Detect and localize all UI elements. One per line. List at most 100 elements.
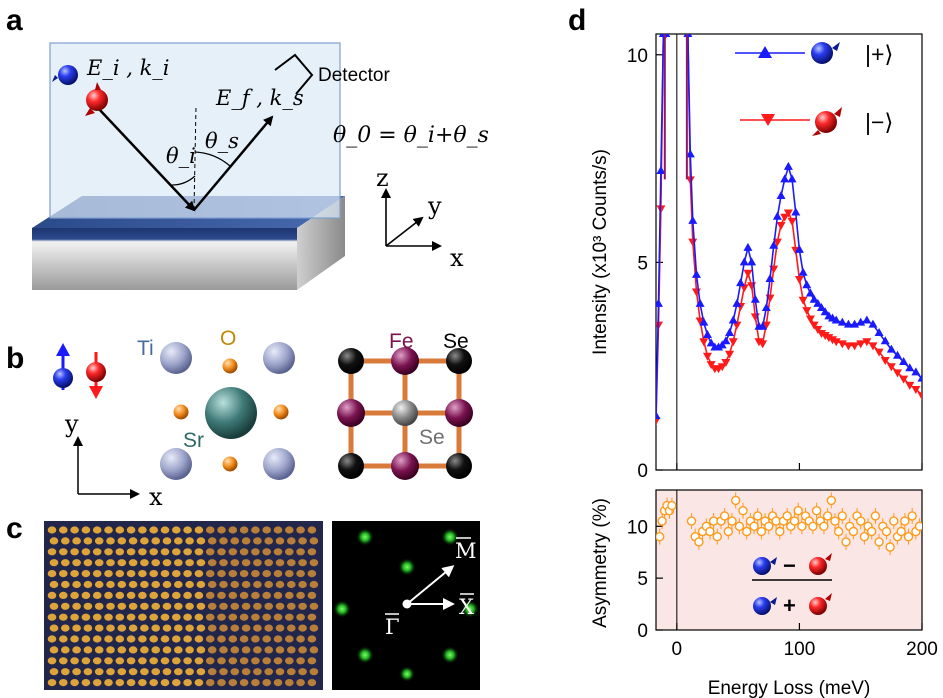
stm-atom-spot: [287, 668, 296, 676]
stm-atom-spot: [128, 537, 138, 545]
stm-atom-spot: [140, 602, 149, 610]
stm-atom-spot: [70, 679, 79, 687]
stm-atom-spot: [104, 635, 113, 643]
electron-blue-icon: [52, 65, 78, 85]
asymmetry-data-point: [837, 511, 847, 521]
stm-atom-spot: [117, 668, 127, 676]
plus-data-point: [714, 342, 724, 351]
minus-data-point: [899, 375, 909, 384]
plus-data-point: [721, 336, 731, 345]
stm-atom-spot: [207, 537, 217, 545]
stm-atom-spot: [262, 657, 272, 665]
stm-atom-spot: [273, 657, 283, 665]
stm-atom-spot: [287, 646, 296, 654]
stm-atom-spot: [49, 646, 59, 654]
stm-atom-spot: [296, 657, 305, 665]
stm-atom-spot: [207, 646, 217, 654]
stm-atom-spot: [61, 537, 70, 545]
x-tick-label: 0: [672, 639, 683, 660]
asymmetry-data-point: [867, 526, 877, 537]
plus-data-point: [850, 319, 860, 328]
stm-atom-spot: [126, 548, 136, 556]
stm-atom-spot: [287, 602, 296, 610]
axis-x-label-b: x: [149, 483, 163, 511]
plus-data-point: [856, 317, 866, 326]
se-top-label: Se: [443, 330, 469, 353]
minus-data-point: [862, 338, 872, 347]
legend-electron-blue-icon: [811, 42, 840, 64]
stm-atom-spot: [162, 537, 172, 545]
stm-atom-spot: [307, 679, 317, 687]
minus-data-point: [794, 275, 804, 284]
stm-atom-spot: [151, 580, 160, 589]
panel-b: b y x Ti: [6, 327, 473, 511]
plus-data-point: [706, 338, 716, 347]
stm-atom-spot: [298, 537, 307, 545]
stm-atom-spot: [47, 591, 57, 600]
stm-atom-spot: [70, 526, 79, 534]
y-tick-label: 10: [627, 517, 648, 538]
stm-atom-spot: [106, 537, 115, 545]
stm-atom-spot: [61, 602, 70, 610]
stm-atom-spot: [228, 591, 238, 600]
stm-atom-spot: [140, 668, 149, 676]
asymmetry-data-point: [738, 506, 748, 516]
stm-atom-spot: [81, 548, 91, 556]
y-tick-label: 5: [637, 569, 648, 590]
stm-atom-spot: [149, 570, 158, 578]
stm-atom-spot: [239, 591, 249, 600]
stm-atom-spot: [264, 668, 274, 676]
stm-atom-spot: [151, 602, 160, 610]
stm-atom-spot: [128, 624, 138, 632]
stm-atom-spot: [81, 591, 91, 600]
minus-data-point: [743, 269, 753, 278]
minus-data-point: [809, 321, 819, 330]
stm-atom-spot: [241, 668, 251, 676]
stm-atom-spot: [72, 668, 81, 676]
minus-data-point: [917, 392, 922, 401]
asymmetry-data-point: [907, 511, 917, 521]
stm-atom-spot: [207, 559, 217, 567]
stm-atom-spot: [49, 602, 59, 610]
stm-atom-spot: [219, 580, 228, 589]
stm-atom-spot: [309, 602, 319, 610]
stm-atom-spot: [47, 613, 57, 621]
stm-atom-spot: [72, 624, 81, 632]
stm-atom-spot: [117, 537, 127, 545]
surface-normal: [193, 105, 197, 211]
plus-data-point: [699, 317, 709, 326]
stm-atom-spot: [61, 580, 70, 589]
stm-atom-spot: [253, 537, 262, 545]
stm-atom-spot: [172, 657, 181, 665]
asymmetry-data-point: [705, 526, 715, 537]
asymmetry-data-point: [764, 521, 774, 531]
plus-data-point: [772, 211, 782, 220]
stm-atom-spot: [264, 646, 274, 654]
stm-atom-spot: [253, 624, 262, 632]
scattering-plane: [49, 42, 341, 219]
stm-atom-spot: [264, 602, 274, 610]
stm-atom-spot: [253, 559, 262, 567]
stm-atom-spot: [81, 635, 91, 643]
stm-atom-spot: [174, 668, 183, 676]
stm-atom-spot: [264, 580, 274, 589]
stm-atom-spot: [128, 602, 138, 610]
stm-atom-spot: [59, 570, 68, 578]
plus-data-point: [656, 411, 661, 420]
stm-atom-spot: [117, 602, 127, 610]
stm-atom-spot: [219, 668, 228, 676]
stm-atom-spot: [70, 570, 79, 578]
stm-atom-spot: [273, 591, 283, 600]
asymmetry-data-point: [789, 516, 800, 526]
stm-atom-spot: [92, 548, 102, 556]
stm-atom-spot: [47, 679, 57, 687]
plus-data-point: [820, 307, 830, 316]
plus-data-point: [874, 327, 884, 336]
minus-data-point: [702, 352, 712, 361]
formula-electron-red-icon: [809, 593, 832, 615]
asymmetry-data-point: [694, 537, 704, 547]
stm-atom-spot: [207, 602, 217, 610]
ti-atom: [263, 448, 295, 480]
plus-data-point: [736, 278, 746, 287]
